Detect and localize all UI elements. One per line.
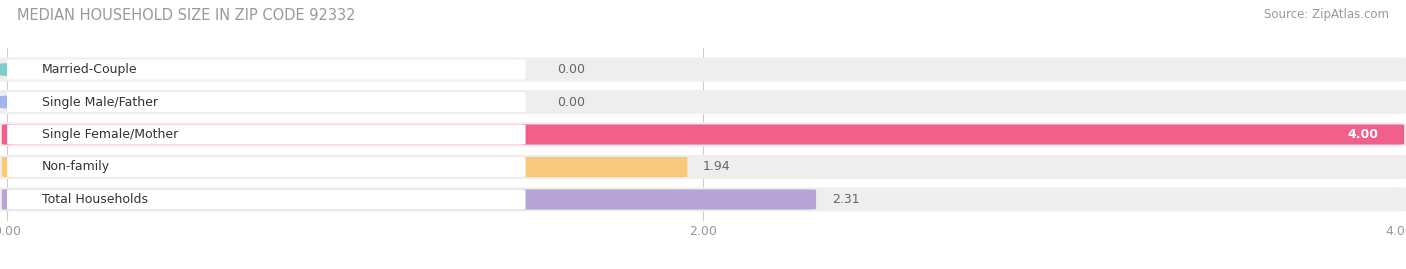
- FancyBboxPatch shape: [7, 59, 526, 80]
- Text: Source: ZipAtlas.com: Source: ZipAtlas.com: [1264, 8, 1389, 21]
- FancyBboxPatch shape: [7, 157, 526, 177]
- Text: 0.00: 0.00: [557, 63, 585, 76]
- Text: 1.94: 1.94: [703, 161, 731, 174]
- Circle shape: [0, 63, 122, 76]
- FancyBboxPatch shape: [0, 122, 1406, 147]
- FancyBboxPatch shape: [0, 187, 1406, 211]
- Text: Single Male/Father: Single Male/Father: [42, 95, 157, 108]
- Text: MEDIAN HOUSEHOLD SIZE IN ZIP CODE 92332: MEDIAN HOUSEHOLD SIZE IN ZIP CODE 92332: [17, 8, 356, 23]
- Circle shape: [0, 95, 122, 109]
- FancyBboxPatch shape: [0, 58, 1406, 82]
- FancyBboxPatch shape: [7, 92, 526, 112]
- Text: Non-family: Non-family: [42, 161, 110, 174]
- Text: Total Households: Total Households: [42, 193, 148, 206]
- Text: 2.31: 2.31: [832, 193, 859, 206]
- FancyBboxPatch shape: [1, 157, 688, 177]
- FancyBboxPatch shape: [1, 125, 1405, 144]
- FancyBboxPatch shape: [0, 155, 1406, 179]
- Text: 0.00: 0.00: [557, 95, 585, 108]
- FancyBboxPatch shape: [1, 189, 815, 210]
- FancyBboxPatch shape: [7, 125, 526, 144]
- FancyBboxPatch shape: [7, 189, 526, 210]
- Text: Married-Couple: Married-Couple: [42, 63, 138, 76]
- Text: 4.00: 4.00: [1347, 128, 1378, 141]
- FancyBboxPatch shape: [0, 90, 1406, 114]
- Text: Single Female/Mother: Single Female/Mother: [42, 128, 179, 141]
